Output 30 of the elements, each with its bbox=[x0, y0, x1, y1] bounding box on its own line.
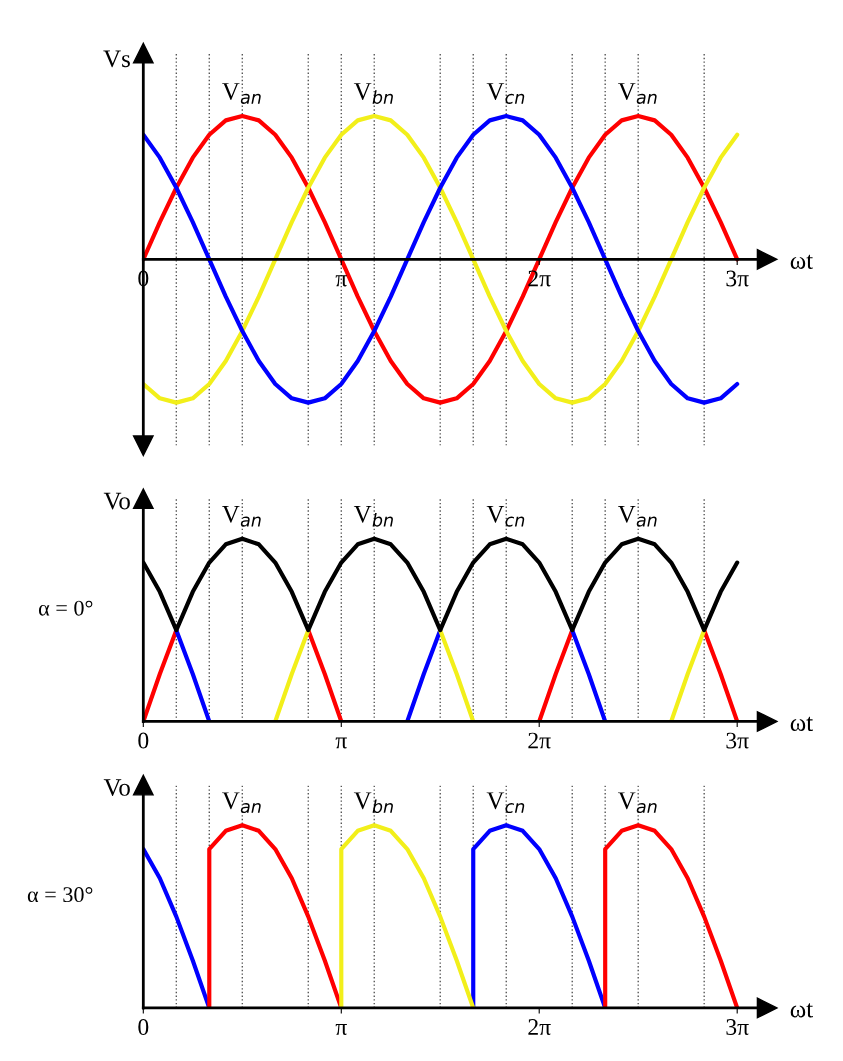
x-tick-label: π bbox=[335, 1023, 347, 1035]
annotation: V$_{an}$ bbox=[222, 83, 261, 104]
annotation: V$_{bn}$ bbox=[353, 83, 393, 104]
x-axis-title: ωt bbox=[790, 716, 813, 732]
x-tick-label: 3π bbox=[726, 1019, 749, 1035]
x-tick-label: 3π bbox=[726, 270, 749, 287]
annotation: V$_{an}$ bbox=[617, 83, 657, 104]
annotation: V$_{cn}$ bbox=[486, 83, 525, 104]
x-tick-label: 0 bbox=[138, 1019, 149, 1035]
x-tick-label: 2π bbox=[528, 732, 551, 749]
x-tick-label: 0 bbox=[138, 732, 149, 749]
y-axis-title: Vo bbox=[103, 492, 130, 510]
x-tick-label: 2π bbox=[528, 1019, 551, 1035]
annotation: V$_{cn}$ bbox=[486, 792, 525, 814]
x-tick-label: 3π bbox=[726, 732, 749, 749]
x-axis-title: ωt bbox=[790, 254, 813, 269]
y-axis-title: Vs bbox=[103, 50, 130, 68]
annotation: V$_{an}$ bbox=[222, 505, 261, 527]
x-tick-label: π bbox=[335, 275, 347, 287]
text: α = 30° bbox=[27, 887, 93, 903]
annotation: V$_{an}$ bbox=[617, 792, 657, 814]
annotation: V$_{cn}$ bbox=[486, 505, 525, 527]
annotation: V$_{an}$ bbox=[222, 792, 261, 814]
annotation: V$_{bn}$ bbox=[353, 792, 393, 814]
annotation: V$_{bn}$ bbox=[353, 505, 393, 527]
text: α = 0° bbox=[38, 600, 93, 616]
annotation: V$_{an}$ bbox=[617, 505, 657, 527]
x-axis-title: ωt bbox=[790, 1003, 813, 1018]
x-tick-label: π bbox=[335, 737, 347, 749]
y-axis-title: Vo bbox=[103, 779, 130, 796]
